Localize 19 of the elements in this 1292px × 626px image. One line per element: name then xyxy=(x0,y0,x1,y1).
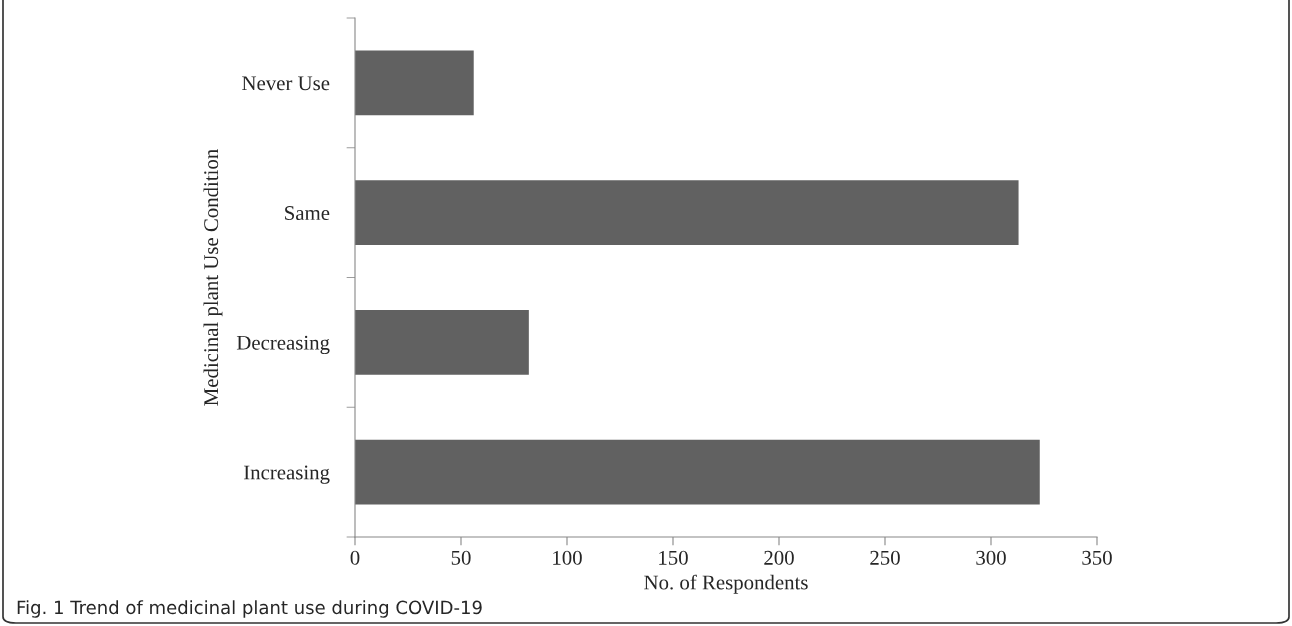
caption: Fig. 1 Trend of medicinal plant use during COVID-19 xyxy=(17,600,482,618)
x-tick-label: 50 xyxy=(451,550,471,565)
x-tick-label: 300 xyxy=(976,550,1006,565)
y-tick-label: Same xyxy=(285,206,330,221)
x-tick-label: 150 xyxy=(659,550,688,565)
bar xyxy=(355,50,474,116)
y-tick-label: Increasing xyxy=(243,465,330,484)
y-axis-title: Medicinal plant Use Condition xyxy=(203,149,223,406)
x-tick-label: 100 xyxy=(553,550,582,565)
bar xyxy=(355,439,1040,505)
x-tick-label: 0 xyxy=(350,550,360,565)
y-tick-label: Never Use xyxy=(242,76,330,91)
y-tick-label: Decreasing xyxy=(236,335,330,355)
x-tick-label: 250 xyxy=(870,550,900,565)
x-tick-label: 350 xyxy=(1082,550,1112,565)
x-tick-label: 200 xyxy=(764,550,794,565)
bar xyxy=(355,309,529,375)
bar xyxy=(355,180,1019,246)
x-axis-title: No. of Respondents xyxy=(644,574,808,594)
